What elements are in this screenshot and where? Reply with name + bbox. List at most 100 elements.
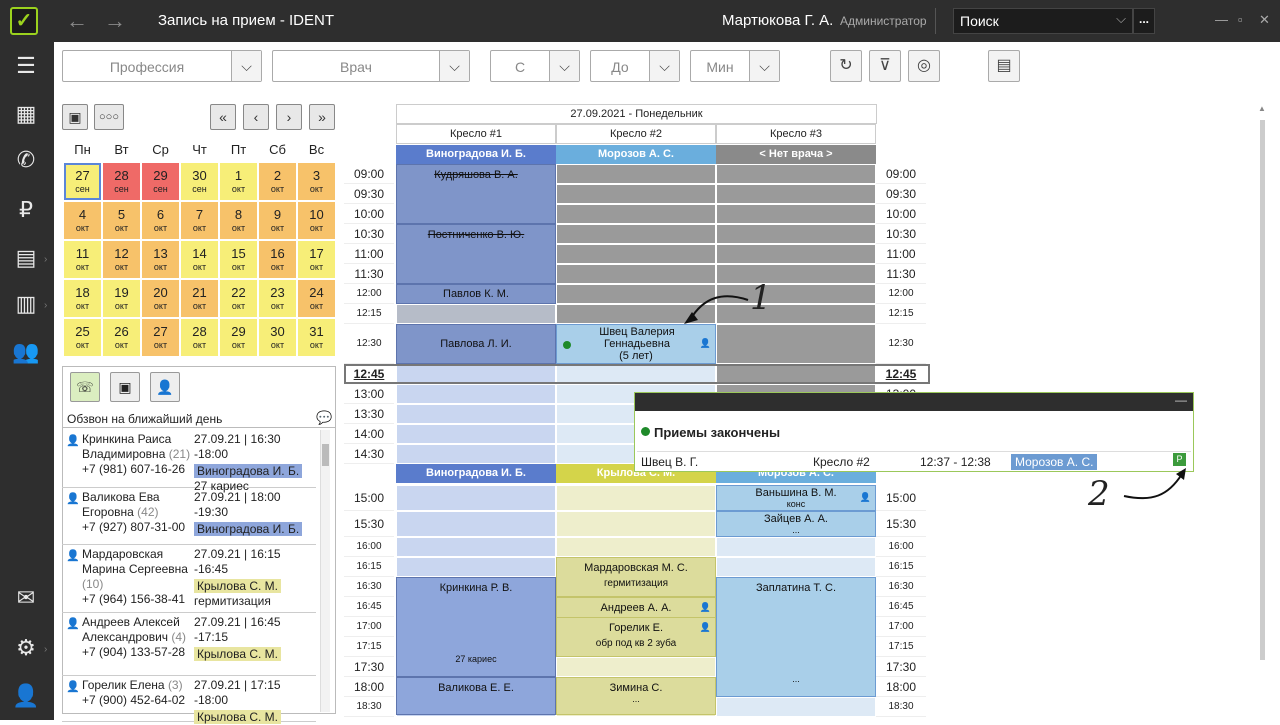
more-options-button[interactable]: ○○○ bbox=[94, 104, 124, 130]
scrollbar-thumb[interactable] bbox=[322, 444, 329, 466]
doctor-header[interactable]: Морозов А. С. bbox=[556, 145, 716, 164]
forward-arrow-icon[interactable]: → bbox=[104, 8, 126, 33]
chevron-down-icon[interactable]: ⌵ bbox=[231, 51, 261, 81]
time-slot[interactable] bbox=[556, 204, 716, 224]
calendar-day[interactable]: 29 сен bbox=[141, 162, 180, 201]
time-slot[interactable] bbox=[716, 204, 876, 224]
reports-icon[interactable]: ▥ bbox=[15, 291, 37, 316]
calendar-day[interactable]: 14 окт bbox=[180, 240, 219, 279]
from-time-select[interactable]: С ⌵ bbox=[490, 50, 580, 82]
time-slot[interactable] bbox=[716, 224, 876, 244]
cash-register-icon[interactable]: ▤ bbox=[15, 245, 37, 270]
time-slot[interactable] bbox=[716, 244, 876, 264]
call-row[interactable]: 👤 Горелик Елена (3) +7 (900) 452-64-02 27.0… bbox=[62, 676, 316, 724]
calendar-day[interactable]: 27 сен bbox=[63, 162, 102, 201]
time-slot[interactable] bbox=[716, 264, 876, 284]
calendar-day[interactable]: 8 окт bbox=[219, 201, 258, 240]
tab-visits[interactable]: ▣ bbox=[110, 372, 140, 402]
minimize-icon[interactable]: — bbox=[1175, 393, 1187, 407]
payments-icon[interactable]: ₽ bbox=[19, 197, 33, 222]
calendar-day[interactable]: 2 окт bbox=[258, 162, 297, 201]
calendar-day[interactable]: 6 окт bbox=[141, 201, 180, 240]
calendar-day[interactable]: 28 сен bbox=[102, 162, 141, 201]
scroll-up-icon[interactable]: ▲ bbox=[1258, 104, 1266, 113]
calendar-day[interactable]: 30 сен bbox=[180, 162, 219, 201]
appointment[interactable]: Зимина С.... bbox=[556, 677, 716, 715]
doctor-header[interactable]: < Нет врача > bbox=[716, 145, 876, 164]
time-slot[interactable] bbox=[716, 537, 876, 557]
time-slot[interactable] bbox=[396, 511, 556, 537]
time-slot[interactable] bbox=[396, 424, 556, 444]
mail-icon[interactable]: ✉ bbox=[16, 585, 36, 610]
calendar-day[interactable]: 9 окт bbox=[258, 201, 297, 240]
time-slot[interactable] bbox=[396, 404, 556, 424]
registry-icon[interactable]: ☰ bbox=[16, 53, 36, 78]
maximize-icon[interactable]: ▫ bbox=[1238, 12, 1243, 27]
call-row[interactable]: 👤 Мардаровская Марина Сергеевна (10) +7 (9… bbox=[62, 545, 316, 613]
tab-patients[interactable]: 👤 bbox=[150, 372, 180, 402]
time-slot[interactable] bbox=[396, 384, 556, 404]
calendar-day[interactable]: 23 окт bbox=[258, 279, 297, 318]
time-slot[interactable] bbox=[716, 184, 876, 204]
calendar-day[interactable]: 18 окт bbox=[63, 279, 102, 318]
calendar-day[interactable]: 13 окт bbox=[141, 240, 180, 279]
calendar-day[interactable]: 1 окт bbox=[219, 162, 258, 201]
scrollbar-thumb[interactable] bbox=[1260, 120, 1265, 660]
time-slot[interactable] bbox=[556, 485, 716, 511]
appointment[interactable]: Заплатина Т. С.... bbox=[716, 577, 876, 697]
time-slot[interactable] bbox=[556, 511, 716, 537]
scrollbar[interactable] bbox=[320, 430, 330, 712]
appointment[interactable]: Ваньшина В. М. конс 👤 bbox=[716, 485, 876, 511]
time-slot[interactable] bbox=[556, 244, 716, 264]
time-slot[interactable] bbox=[556, 184, 716, 204]
users-icon[interactable]: 👥 bbox=[12, 339, 40, 364]
appointment[interactable]: Горелик Е. обр под кв 2 зуба 👤 bbox=[556, 617, 716, 657]
appointment[interactable]: Кринкина Р. В. 27 кариес bbox=[396, 577, 556, 677]
chevron-down-icon[interactable]: ⌵ bbox=[649, 51, 679, 81]
gear-icon[interactable]: ⚙ bbox=[16, 635, 36, 660]
call-row[interactable]: 👤 Кринкина Раиса Владимировна (21) +7 (981… bbox=[62, 430, 316, 493]
calendar-day[interactable]: 10 окт bbox=[297, 201, 336, 240]
chevron-down-icon[interactable]: ⌵ bbox=[439, 51, 469, 81]
more-button[interactable]: ... bbox=[1133, 8, 1155, 34]
time-slot[interactable] bbox=[556, 304, 716, 324]
calendar-day[interactable]: 5 окт bbox=[102, 201, 141, 240]
user-icon[interactable]: 👤 bbox=[12, 683, 40, 708]
search-input[interactable]: Поиск ⌵ bbox=[953, 8, 1133, 34]
time-slot[interactable] bbox=[396, 304, 556, 324]
time-slot[interactable] bbox=[556, 284, 716, 304]
minimize-icon[interactable]: — bbox=[1215, 12, 1228, 27]
appointment[interactable]: Валикова Е. Е. bbox=[396, 677, 556, 715]
flag-icon[interactable]: P bbox=[1173, 453, 1186, 466]
calendar-day[interactable]: 12 окт bbox=[102, 240, 141, 279]
calendar-day[interactable]: 30 окт bbox=[258, 318, 297, 357]
time-slot[interactable] bbox=[716, 697, 876, 717]
profession-select[interactable]: Профессия ⌵ bbox=[62, 50, 262, 82]
calendar-day[interactable]: 3 окт bbox=[297, 162, 336, 201]
close-icon[interactable]: ✕ bbox=[1259, 12, 1270, 27]
calendar-day[interactable]: 22 окт bbox=[219, 279, 258, 318]
call-row[interactable]: 👤 Валикова Ева Егоровна (42) +7 (927) 807-… bbox=[62, 488, 316, 545]
time-slot[interactable] bbox=[396, 557, 556, 577]
appointment[interactable]: Зайцев А. А.... bbox=[716, 511, 876, 537]
refresh-button[interactable]: ↻ bbox=[830, 50, 862, 82]
back-arrow-icon[interactable]: ← bbox=[66, 8, 88, 33]
calendar-day[interactable]: 21 окт bbox=[180, 279, 219, 318]
calendar-day[interactable]: 19 окт bbox=[102, 279, 141, 318]
time-slot[interactable] bbox=[716, 164, 876, 184]
calendar-day[interactable]: 27 окт bbox=[141, 318, 180, 357]
notes-button[interactable]: ▤ bbox=[988, 50, 1020, 82]
doctor-header[interactable]: Виноградова И. Б. bbox=[396, 145, 556, 164]
time-slot[interactable] bbox=[716, 557, 876, 577]
time-slot[interactable] bbox=[396, 485, 556, 511]
time-slot[interactable] bbox=[556, 657, 716, 677]
appointment[interactable]: Постниченко В. Ю. bbox=[396, 224, 556, 284]
calendar-day[interactable]: 7 окт bbox=[180, 201, 219, 240]
calendar-day[interactable]: 15 окт bbox=[219, 240, 258, 279]
app-logo-icon[interactable]: ✓ bbox=[10, 7, 38, 35]
time-slot[interactable] bbox=[396, 444, 556, 464]
comment-icon[interactable]: 💬 bbox=[316, 410, 333, 425]
prev-month-button[interactable]: « bbox=[210, 104, 236, 130]
time-slot[interactable] bbox=[716, 284, 876, 304]
calendar-day[interactable]: 25 окт bbox=[63, 318, 102, 357]
